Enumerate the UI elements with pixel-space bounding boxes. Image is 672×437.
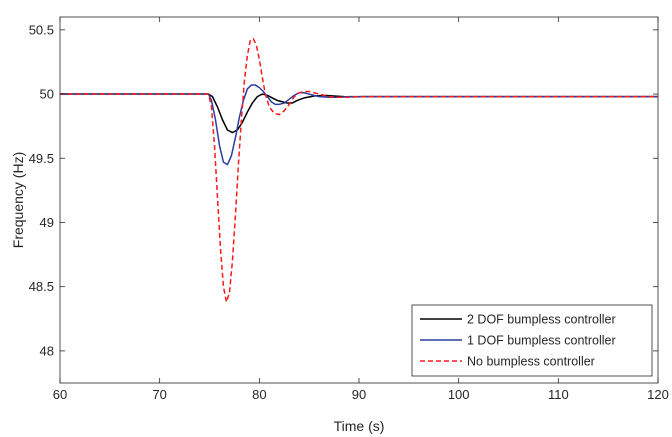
series-line-3	[60, 38, 658, 303]
x-axis-title: Time (s)	[334, 418, 385, 434]
legend: 2 DOF bumpless controller 1 DOF bumpless …	[411, 304, 653, 377]
x-tick-label: 70	[152, 387, 166, 402]
legend-label: 1 DOF bumpless controller	[467, 334, 616, 348]
series-layer	[60, 38, 658, 303]
x-tick-label: 60	[53, 387, 67, 402]
x-tick-label: 110	[548, 387, 569, 402]
x-tick-label: 120	[647, 387, 669, 402]
y-tick-label: 50.5	[29, 22, 54, 37]
y-tick-label: 48	[40, 343, 54, 358]
y-tick-label: 49	[40, 215, 54, 230]
ticks-layer: 60 70 80 90 100 110 120 48 48.5 49 49.5 50 50.5	[29, 17, 669, 402]
x-tick-label: 100	[448, 387, 470, 402]
y-axis-title: Frequency (Hz)	[10, 152, 26, 248]
y-tick-label: 48.5	[29, 279, 54, 294]
legend-label: 2 DOF bumpless controller	[467, 313, 616, 327]
x-tick-label: 80	[252, 387, 266, 402]
y-tick-label: 50	[40, 87, 54, 102]
x-tick-label: 90	[352, 387, 366, 402]
legend-label: No bumpless controller	[467, 355, 595, 369]
y-tick-label: 49.5	[29, 151, 54, 166]
